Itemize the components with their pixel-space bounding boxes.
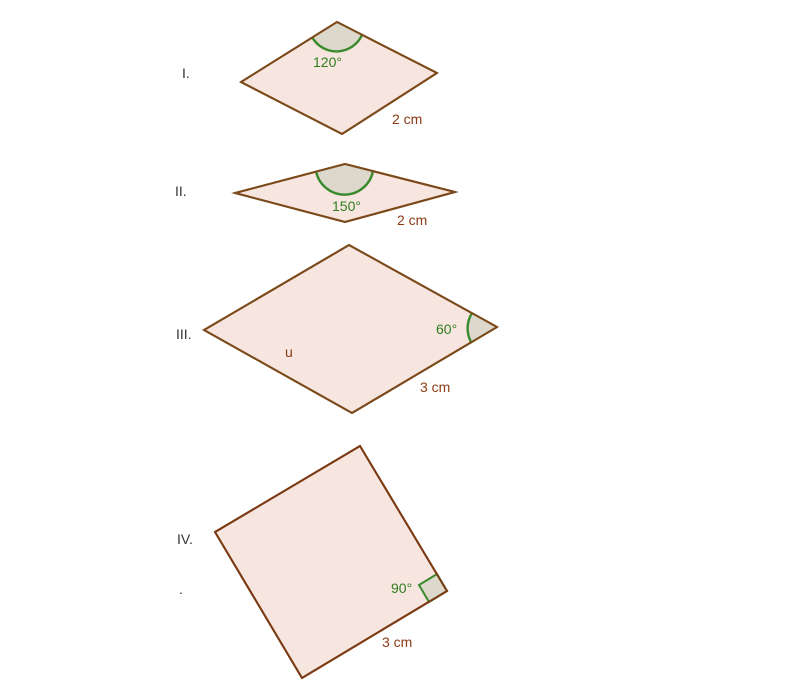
figure-ii: II. 150° 2 cm	[175, 162, 459, 228]
angle-arc-i	[310, 34, 364, 53]
figure-iii: III. 60° u 3 cm	[176, 243, 500, 415]
side-label-iv: 3 cm	[382, 634, 412, 650]
angle-label-iv: 90°	[391, 580, 412, 596]
angle-sector-iii	[467, 313, 497, 342]
side-label-i: 2 cm	[392, 111, 422, 127]
angle-label-ii: 150°	[332, 198, 361, 214]
rhombus-i-outline	[238, 20, 440, 136]
figure-label-iii: III.	[176, 326, 192, 342]
small-dot: .	[179, 581, 183, 597]
angle-label-iii: 60°	[436, 321, 457, 337]
angle-label-i: 120°	[313, 54, 342, 70]
rhombus-iii-outline	[201, 243, 500, 415]
side-label-ii: 2 cm	[397, 212, 427, 228]
rhombus-ii-outline	[231, 162, 459, 224]
angle-sector-ii	[316, 164, 373, 195]
figure-label-i: I.	[182, 65, 190, 81]
figure-label-iv: IV.	[177, 531, 193, 547]
inner-label-u: u	[285, 344, 293, 360]
figure-iv: IV. . 90° 3 cm	[177, 444, 449, 680]
figure-i: I. 120° 2 cm	[182, 20, 440, 136]
figure-label-ii: II.	[175, 183, 187, 199]
side-label-iii: 3 cm	[420, 379, 450, 395]
square-iv-outline	[213, 444, 449, 680]
angle-arc-iii	[466, 312, 474, 343]
angle-arc-ii	[314, 170, 375, 196]
